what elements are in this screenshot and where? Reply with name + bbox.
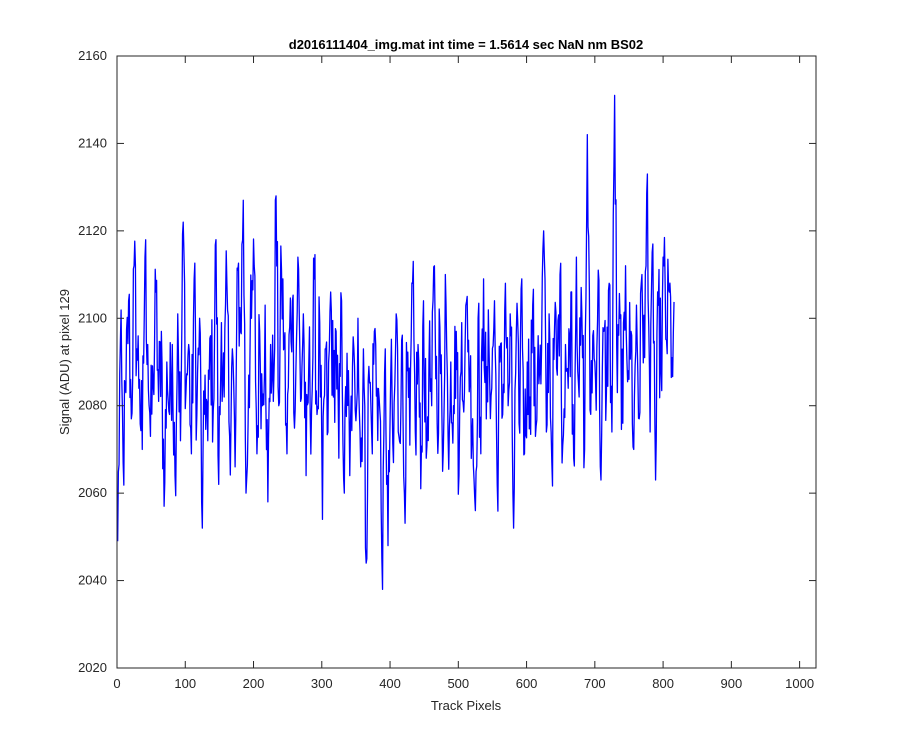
chart-title: d2016111404_img.mat int time = 1.5614 se… [289,37,643,52]
x-tick-label: 500 [447,676,469,691]
x-tick-label: 700 [584,676,606,691]
x-tick-label: 900 [721,676,743,691]
y-tick-label: 2020 [78,660,107,675]
y-tick-label: 2120 [78,223,107,238]
x-tick-label: 0 [113,676,120,691]
y-tick-label: 2160 [78,48,107,63]
x-axis-label: Track Pixels [431,698,502,713]
x-tick-label: 1000 [785,676,814,691]
x-tick-label: 600 [516,676,538,691]
y-tick-label: 2100 [78,310,107,325]
y-tick-label: 2040 [78,573,107,588]
x-tick-label: 100 [174,676,196,691]
plot-frame [116,55,817,669]
x-tick-label: 300 [311,676,333,691]
y-tick-label: 2140 [78,135,107,150]
y-axis-label: Signal (ADU) at pixel 129 [57,289,72,435]
x-tick-label: 400 [379,676,401,691]
series-layer [117,94,675,590]
x-tick-label: 800 [652,676,674,691]
tick-layer: 0 100 200 300 400 500 600 700 800 900 1000 2020 2040… [78,48,816,691]
y-tick-label: 2080 [78,398,107,413]
signal-series-line [117,94,675,590]
x-tick-label: 200 [243,676,265,691]
y-tick-label: 2060 [78,485,107,500]
